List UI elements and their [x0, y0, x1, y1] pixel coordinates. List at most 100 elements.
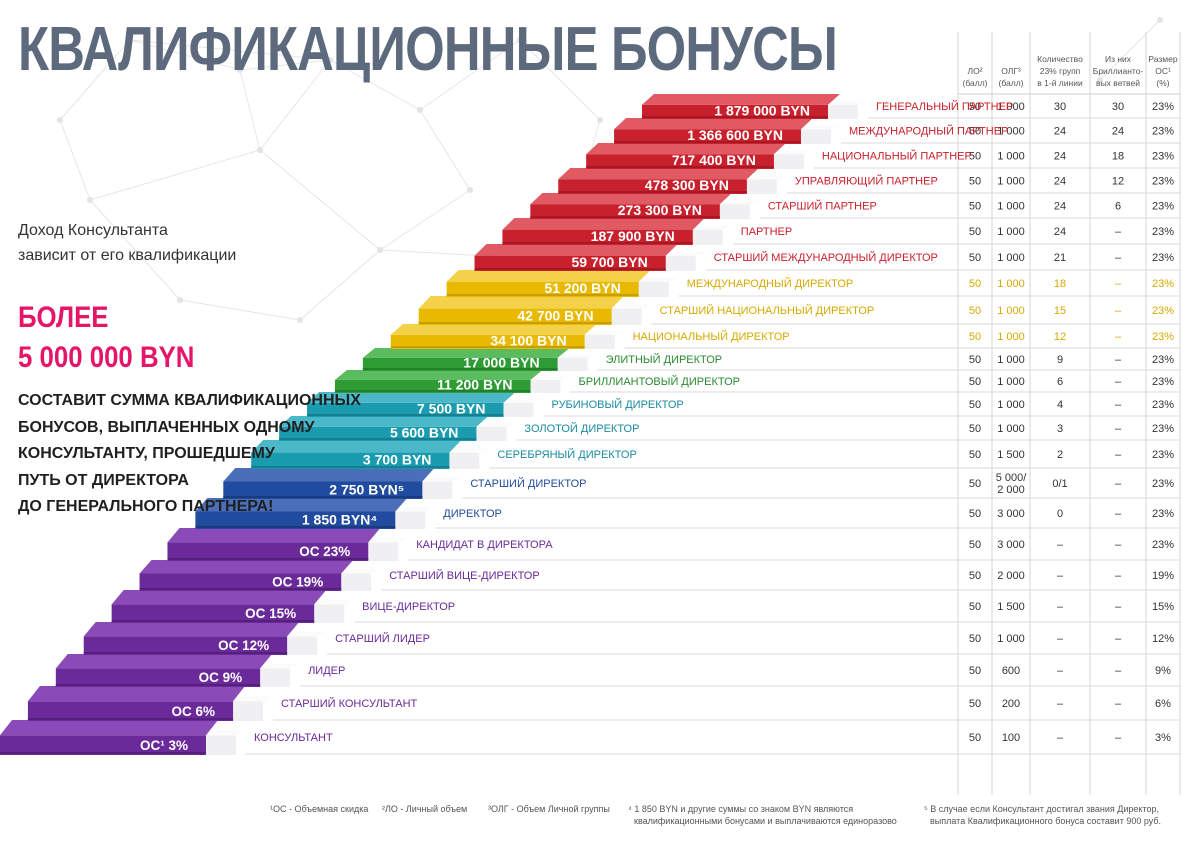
table-cell: 600	[1002, 665, 1020, 677]
table-header-label: (балл)	[999, 78, 1024, 88]
table-cell: 1 500	[997, 601, 1025, 613]
step-tread	[251, 440, 462, 453]
highlight-amount: БОЛЕЕ 5 000 000 BYN	[18, 298, 194, 378]
rank-name: ВИЦЕ-ДИРЕКТОР	[362, 601, 455, 613]
table-cell: 5 000/	[996, 472, 1028, 484]
step-bonus-label: ОС 19%	[272, 574, 323, 589]
step-tread	[279, 416, 489, 427]
table-cell: 50	[969, 252, 981, 264]
table-cell: 50	[969, 423, 981, 435]
step-side-top	[476, 423, 517, 427]
step-side-top	[314, 599, 355, 605]
table-cell: 0/1	[1052, 478, 1067, 490]
rank-name: СТАРШИЙ ВИЦЕ-ДИРЕКТОР	[389, 569, 540, 582]
step-bonus-label: 17 000 BYN	[463, 355, 539, 371]
table-cell: 50	[969, 399, 981, 411]
table-cell: 100	[1002, 732, 1020, 744]
step-shadow	[474, 268, 666, 270]
step-side	[341, 573, 372, 591]
table-cell: 23%	[1152, 478, 1174, 490]
table-cell: 0	[1057, 508, 1063, 520]
rank-name: НАЦИОНАЛЬНЫЙ ПАРТНЕР	[822, 150, 972, 163]
table-cell: 3	[1057, 423, 1063, 435]
rank-name: НАЦИОНАЛЬНЫЙ ДИРЕКТОР	[633, 330, 790, 343]
step-tread	[0, 720, 218, 736]
table-cell: 50	[969, 539, 981, 551]
table-cell: 50	[969, 151, 981, 163]
step-side	[206, 735, 236, 755]
step-riser	[223, 481, 423, 499]
step-riser	[55, 668, 261, 687]
table-cell: 1 000	[997, 354, 1025, 366]
step-shadow	[586, 166, 774, 168]
step-side	[287, 636, 318, 655]
rank-step: ОС¹ 3% КОНСУЛЬТАНТ	[0, 720, 333, 755]
step-shadow	[558, 191, 747, 193]
step-shadow	[251, 466, 450, 468]
step-bonus-label: 11 200 BYN	[437, 377, 513, 393]
step-side	[800, 129, 831, 144]
rank-step: 42 700 BYN СТАРШИЙ НАЦИОНАЛЬНЫЙ ДИРЕКТОР	[418, 296, 875, 325]
table-cell: 50	[969, 449, 981, 461]
table-cell: –	[1115, 508, 1122, 520]
table-cell: –	[1057, 698, 1064, 710]
table-cell: –	[1057, 633, 1064, 645]
table-cell: –	[1115, 399, 1122, 411]
step-side	[611, 308, 642, 325]
table-cell: 50	[969, 305, 981, 317]
table-header-label: Бриллианто-	[1093, 66, 1144, 76]
step-riser	[0, 735, 206, 755]
step-bonus-label: 34 100 BYN	[490, 332, 566, 348]
step-side-top	[557, 354, 598, 358]
footnote-director: ⁵ В случае если Консультант достигал зва…	[924, 803, 1161, 827]
table-cell: 30	[1112, 101, 1124, 113]
table-cell: 1 000	[997, 176, 1025, 188]
table-header-label: вых ветвей	[1096, 78, 1140, 88]
step-shadow	[418, 322, 612, 324]
table-cell: 1 000	[997, 101, 1025, 113]
table-header-label: ОЛГ³	[1001, 66, 1021, 76]
table-cell: –	[1115, 252, 1122, 264]
step-bonus-label: ОС 9%	[199, 670, 243, 685]
table-cell: 23%	[1152, 354, 1174, 366]
table-cell: 23%	[1152, 252, 1174, 264]
step-shadow	[167, 558, 369, 560]
table-cell: 23%	[1152, 176, 1174, 188]
step-tread	[558, 168, 759, 180]
step-side-top	[692, 225, 733, 230]
step-shadow	[27, 718, 234, 720]
step-shadow	[307, 414, 504, 416]
rank-name: СТАРШИЙ МЕЖДУНАРОДНЫЙ ДИРЕКТОР	[714, 251, 938, 264]
table-cell: 6%	[1155, 698, 1171, 710]
table-cell: 24	[1054, 201, 1066, 213]
table-cell: 200	[1002, 698, 1020, 710]
rank-name: СТАРШИЙ НАЦИОНАЛЬНЫЙ ДИРЕКТОР	[660, 304, 875, 317]
table-cell: 50	[969, 354, 981, 366]
step-shadow	[334, 390, 531, 392]
table-cell: 1 000	[997, 201, 1025, 213]
rank-name: ГЕНЕРАЛЬНЫЙ ПАРТНЕР	[876, 100, 1013, 113]
step-riser	[111, 604, 315, 623]
rank-name: ЗОЛОТОЙ ДИРЕКТОР	[524, 422, 639, 435]
table-cell: 2	[1057, 449, 1063, 461]
description-line: КОНСУЛЬТАНТУ, ПРОШЕДШЕМУ	[18, 445, 275, 462]
step-side	[638, 281, 669, 297]
step-shadow	[362, 368, 558, 370]
table-cell: 24	[1054, 126, 1066, 138]
table-cell: 50	[969, 226, 981, 238]
step-side-top	[584, 331, 625, 335]
table-cell: –	[1115, 354, 1122, 366]
table-cell: 9	[1057, 354, 1063, 366]
table-cell: 1 000	[997, 423, 1025, 435]
step-shadow	[279, 438, 477, 440]
table-cell: 23%	[1152, 305, 1174, 317]
table-cell: 23%	[1152, 449, 1174, 461]
step-riser	[251, 452, 450, 469]
step-bonus-label: 273 300 BYN	[618, 202, 702, 218]
table-cell: 23%	[1152, 126, 1174, 138]
rank-step: 34 100 BYN НАЦИОНАЛЬНЫЙ ДИРЕКТОР	[390, 324, 790, 349]
rank-step: ОС 6% СТАРШИЙ КОНСУЛЬТАНТ	[27, 686, 418, 721]
table-cell: 50	[969, 732, 981, 744]
rank-step: 717 400 BYN НАЦИОНАЛЬНЫЙ ПАРТНЕР	[586, 143, 972, 169]
table-cell: 3 000	[997, 508, 1025, 520]
